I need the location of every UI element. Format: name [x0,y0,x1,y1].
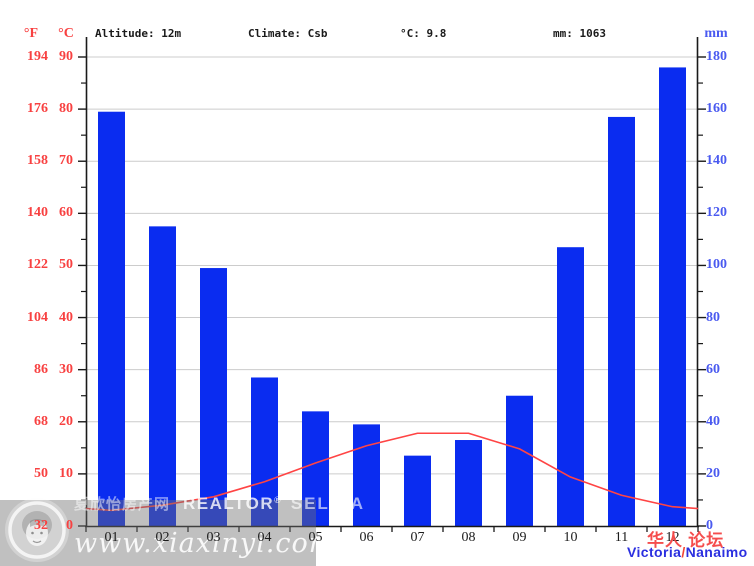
logo-eye-right [40,531,43,535]
millimeter-unit-label: mm [704,26,728,41]
fahrenheit-unit-label: °F [23,26,39,41]
watermark-realtor-text: REALTOR [183,494,275,513]
precip-bar [659,67,686,526]
altitude-label: Altitude: 12m [95,27,182,40]
location-city2: Nanaimo [685,544,748,560]
mean-temperature-label: °C: 9.8 [400,27,447,40]
precip-bar [149,226,176,526]
watermark-portrait-logo-icon [5,498,69,562]
precip-bar [557,247,584,526]
registered-trademark-icon: ® [274,495,281,505]
watermark-agency-cn: 夏欣怡房产网 [74,496,171,513]
precip-bar [353,424,380,526]
logo-mouth [32,540,42,544]
logo-face [26,520,48,546]
precip-bar [98,111,125,526]
logo-eye-left [31,531,34,535]
watermark-band [0,500,316,566]
precip-bar [302,411,329,526]
celsius-unit-label: °C [58,26,74,41]
forum-watermark-text: 华人 论坛 [647,531,725,550]
logo-fringe [30,519,44,527]
location-label: Victoria/Nanaimo [627,544,748,560]
watermark-website: www.xiaxinyi.com [74,528,336,559]
precip-bar [506,395,533,526]
climate-class-label: Climate: Csb [248,27,328,40]
watermark-realtor: 夏欣怡房产网 REALTOR ® SELINA [74,493,365,514]
precip-bar [404,455,431,526]
precip-bar [608,116,635,526]
precip-bar [200,268,227,526]
annual-precipitation-label: mm: 1063 [553,27,606,40]
precip-bar [251,377,278,526]
location-city: Victoria [627,544,682,560]
temperature-line [85,432,699,512]
location-slash: / [681,544,686,560]
watermark-agent-name: SELINA [290,494,366,513]
precip-bar [455,440,482,526]
